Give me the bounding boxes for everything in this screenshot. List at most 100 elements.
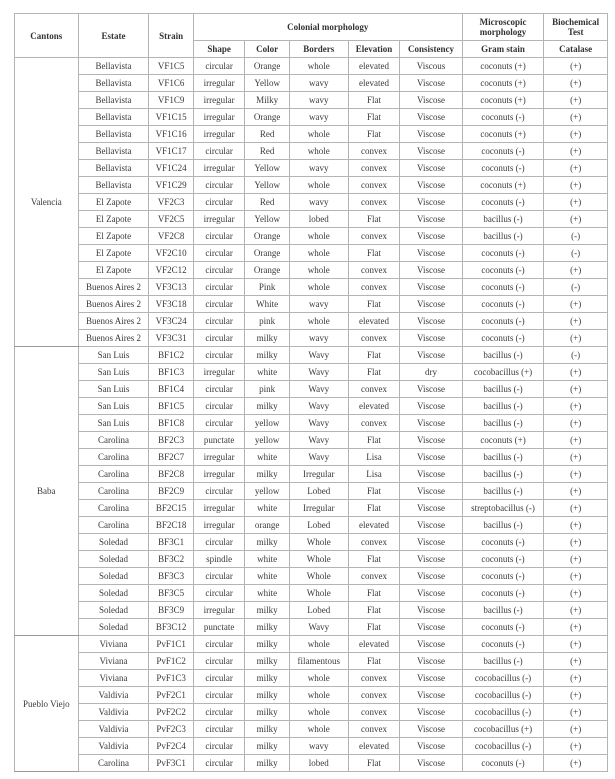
estate-cell: Soledad xyxy=(77,533,150,551)
borders-cell: filamentous xyxy=(288,652,349,670)
table-row: Carolina BF2C15 irregular white Irregular Fla… xyxy=(15,499,608,517)
catalase-cell: (-) xyxy=(543,227,608,245)
estate-cell: El Zapote xyxy=(77,227,150,245)
estate-cell: San Luis xyxy=(77,346,150,364)
strain-cell: BF3C12 xyxy=(148,618,194,636)
strain-cell: VF3C18 xyxy=(148,295,194,313)
color-cell: Yellow xyxy=(244,159,290,177)
gram-stain-cell: cocobacillus (-) xyxy=(461,669,545,687)
color-cell: white xyxy=(244,499,290,517)
strain-cell: BF1C2 xyxy=(148,346,194,364)
estate-cell: Valdivia xyxy=(77,686,150,704)
estate-cell: El Zapote xyxy=(77,244,150,262)
table-row: El Zapote VF2C12 circular Orange whole convex… xyxy=(15,261,608,279)
gram-stain-cell: bacillus (-) xyxy=(461,210,545,228)
consistency-cell: Viscose xyxy=(399,125,463,143)
strain-cell: PvF2C4 xyxy=(148,737,194,755)
estate-cell: San Luis xyxy=(77,414,150,432)
strain-cell: VF3C13 xyxy=(148,278,194,296)
estate-cell: Bellavista xyxy=(77,57,150,75)
shape-cell: irregular xyxy=(192,516,246,534)
strain-cell: VF1C9 xyxy=(148,91,194,109)
consistency-cell: Viscose xyxy=(399,754,463,772)
gram-stain-cell: coconuts (-) xyxy=(461,278,545,296)
estate-cell: Soledad xyxy=(77,550,150,568)
shape-cell: circular xyxy=(192,57,246,75)
gram-stain-cell: bacillus (-) xyxy=(461,601,545,619)
strain-cell: BF3C5 xyxy=(148,584,194,602)
shape-cell: irregular xyxy=(192,125,246,143)
elevation-cell: elevated xyxy=(347,737,401,755)
consistency-cell: Viscose xyxy=(399,278,463,296)
borders-cell: lobed xyxy=(288,210,349,228)
estate-cell: Buenos Aires 2 xyxy=(77,278,150,296)
strain-cell: BF1C5 xyxy=(148,397,194,415)
strain-cell: PvF1C1 xyxy=(148,635,194,653)
table-row: Valdivia PvF2C2 circular milky whole convex Vi… xyxy=(15,703,608,721)
color-cell: milky xyxy=(244,601,290,619)
borders-cell: wavy xyxy=(288,108,349,126)
strain-cell: BF1C4 xyxy=(148,380,194,398)
canton-cell: Baba xyxy=(14,346,79,636)
borders-cell: wavy xyxy=(288,295,349,313)
catalase-cell: (+) xyxy=(543,363,608,381)
table-row: San Luis BF1C3 irregular white Wavy Flat dry co… xyxy=(15,363,608,381)
elevation-cell: Flat xyxy=(347,499,401,517)
catalase-cell: (+) xyxy=(543,720,608,738)
color-cell: Yellow xyxy=(244,74,290,92)
table-row: Bellavista VF1C24 irregular Yellow wavy conve… xyxy=(15,159,608,177)
catalase-cell: (+) xyxy=(543,448,608,466)
gram-stain-cell: cocobacillus (+) xyxy=(461,363,545,381)
elevation-cell: Flat xyxy=(347,652,401,670)
strain-cell: PvF2C1 xyxy=(148,686,194,704)
strain-cell: VF3C31 xyxy=(148,329,194,347)
color-cell: Orange xyxy=(244,57,290,75)
table-row: San Luis BF1C4 circular pink Wavy convex Visco… xyxy=(15,380,608,398)
shape-cell: circular xyxy=(192,703,246,721)
color-cell: milky xyxy=(244,652,290,670)
shape-cell: irregular xyxy=(192,363,246,381)
estate-cell: San Luis xyxy=(77,380,150,398)
shape-cell: circular xyxy=(192,193,246,211)
consistency-cell: Viscose xyxy=(399,652,463,670)
catalase-cell: (+) xyxy=(543,312,608,330)
elevation-cell: convex xyxy=(347,669,401,687)
consistency-cell: Viscose xyxy=(399,193,463,211)
color-cell: Red xyxy=(244,142,290,160)
table-row: El Zapote VF2C8 circular Orange whole convex V… xyxy=(15,227,608,245)
elevation-cell: elevated xyxy=(347,57,401,75)
shape-cell: circular xyxy=(192,669,246,687)
consistency-cell: Viscose xyxy=(399,499,463,517)
table-row: San Luis BF1C5 circular milky Wavy elevated Vi… xyxy=(15,397,608,415)
estate-cell: Bellavista xyxy=(77,108,150,126)
shape-cell: irregular xyxy=(192,74,246,92)
elevation-cell: convex xyxy=(347,142,401,160)
color-cell: milky xyxy=(244,686,290,704)
strain-cell: BF1C8 xyxy=(148,414,194,432)
borders-cell: Irregular xyxy=(288,499,349,517)
strain-cell: VF1C5 xyxy=(148,57,194,75)
shape-cell: circular xyxy=(192,652,246,670)
header-estate: Estate xyxy=(77,13,150,58)
strain-cell: PvF1C2 xyxy=(148,652,194,670)
table-row: El Zapote VF2C5 irregular Yellow lobed Flat Vi… xyxy=(15,210,608,228)
shape-cell: circular xyxy=(192,737,246,755)
catalase-cell: (+) xyxy=(543,482,608,500)
consistency-cell: Viscose xyxy=(399,516,463,534)
header-strain: Strain xyxy=(148,13,194,58)
strain-cell: BF2C7 xyxy=(148,448,194,466)
borders-cell: Lobed xyxy=(288,516,349,534)
strain-cell: VF3C24 xyxy=(148,312,194,330)
strain-cell: VF2C10 xyxy=(148,244,194,262)
table-row: Valdivia PvF2C4 circular milky wavy elevated V… xyxy=(15,737,608,755)
catalase-cell: (+) xyxy=(543,210,608,228)
color-cell: pink xyxy=(244,380,290,398)
borders-cell: whole xyxy=(288,227,349,245)
elevation-cell: elevated xyxy=(347,516,401,534)
elevation-cell: elevated xyxy=(347,74,401,92)
elevation-cell: convex xyxy=(347,703,401,721)
elevation-cell: Flat xyxy=(347,601,401,619)
header-elevation: Elevation xyxy=(347,40,401,58)
strain-cell: VF1C29 xyxy=(148,176,194,194)
estate-cell: Carolina xyxy=(77,431,150,449)
